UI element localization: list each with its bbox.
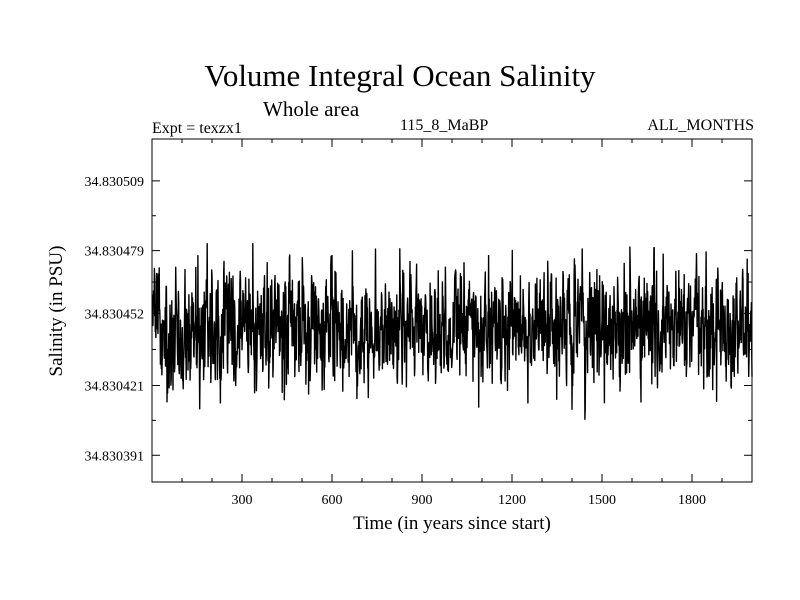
x-tick-label: 300 [232,493,253,508]
x-tick-label: 600 [322,493,343,508]
x-axis: 300 600 900 1200 1500 1800 [181,139,723,508]
chart-subtitle: Whole area [263,97,360,121]
y-tick-label: 34.830421 [85,379,145,394]
x-axis-label: Time (in years since start) [353,513,551,534]
y-tick-label: 34.830509 [85,175,145,190]
y-tick-label: 34.830391 [85,449,145,464]
y-axis: 34.830391 34.830421 34.830452 34.830479 34.8… [85,175,752,464]
x-tick-label: 1500 [588,493,616,508]
period-label: 115_8_MaBP [400,117,489,134]
y-axis-label: Salinity (in PSU) [46,246,67,377]
x-tick-label: 900 [412,493,433,508]
y-tick-label: 34.830452 [85,307,145,322]
experiment-label: Expt = texzx1 [152,120,242,137]
months-label: ALL_MONTHS [647,117,754,134]
x-tick-label: 1800 [678,493,706,508]
y-tick-label: 34.830479 [85,245,145,260]
x-tick-label: 1200 [498,493,526,508]
salinity-series-line [151,242,753,420]
chart-title: Volume Integral Ocean Salinity [204,58,596,93]
